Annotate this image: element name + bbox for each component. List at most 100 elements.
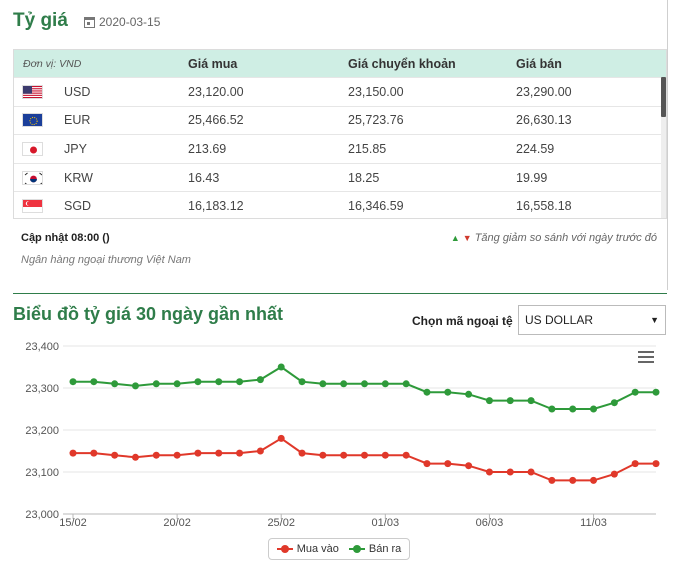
data-point[interactable]	[256, 447, 264, 455]
x-tick-label: 15/02	[59, 517, 87, 529]
data-point[interactable]	[548, 405, 556, 413]
currency-code: EUR	[64, 113, 91, 128]
data-point[interactable]	[590, 476, 598, 484]
data-point[interactable]	[152, 380, 160, 388]
legend-buy-symbol	[276, 545, 293, 553]
legend-sell-label: Bán ra	[368, 543, 402, 555]
data-point[interactable]	[236, 449, 244, 457]
legend-item-sell[interactable]: Bán ra	[348, 543, 402, 555]
table-row[interactable]: USD 23,120.00 23,150.00 23,290.00	[14, 77, 666, 106]
x-tick-label: 06/03	[476, 517, 504, 529]
col-buy: Giá mua	[188, 56, 238, 71]
chart-menu-icon[interactable]	[638, 351, 654, 363]
legend-item-buy[interactable]: Mua vào	[276, 543, 339, 555]
data-point[interactable]	[506, 468, 514, 476]
data-point[interactable]	[173, 380, 181, 388]
data-point[interactable]	[444, 388, 452, 396]
data-point[interactable]	[340, 380, 348, 388]
data-point[interactable]	[90, 378, 98, 386]
transfer-value: 215.85	[348, 141, 387, 156]
data-point[interactable]	[631, 460, 639, 468]
data-point[interactable]	[277, 434, 285, 442]
data-point[interactable]	[548, 476, 556, 484]
data-point[interactable]	[236, 378, 244, 386]
col-transfer: Giá chuyển khoản	[348, 56, 456, 71]
data-point[interactable]	[194, 449, 202, 457]
data-point[interactable]	[569, 476, 577, 484]
data-point[interactable]	[381, 451, 389, 459]
data-point[interactable]	[610, 470, 618, 478]
currency-code: USD	[64, 84, 91, 99]
data-point[interactable]	[652, 460, 660, 468]
currency-code: KRW	[64, 170, 93, 185]
data-point[interactable]	[215, 449, 223, 457]
data-point[interactable]	[69, 378, 77, 386]
table-row[interactable]: JPY 213.69 215.85 224.59	[14, 134, 666, 163]
data-point[interactable]	[381, 380, 389, 388]
data-point[interactable]	[194, 378, 202, 386]
data-point[interactable]	[131, 453, 139, 461]
buy-value: 16,183.12	[188, 199, 244, 214]
data-point[interactable]	[361, 380, 368, 388]
data-point[interactable]	[402, 380, 410, 388]
data-point[interactable]	[111, 380, 119, 388]
page-title: Tỷ giá	[13, 10, 68, 31]
table-row[interactable]: KRW 16.43 18.25 19.99	[14, 162, 666, 192]
table-scrollbar[interactable]	[661, 77, 666, 218]
data-point[interactable]	[131, 382, 139, 390]
scrollbar-thumb[interactable]	[661, 77, 666, 117]
buy-value: 213.69	[188, 141, 227, 156]
data-point[interactable]	[361, 451, 368, 459]
buy-value: 23,120.00	[188, 84, 244, 99]
data-point[interactable]	[215, 378, 223, 386]
transfer-value: 23,150.00	[348, 84, 404, 99]
data-point[interactable]	[340, 451, 348, 459]
data-point[interactable]	[423, 388, 431, 396]
buy-value: 25,466.52	[188, 113, 244, 128]
data-point[interactable]	[319, 380, 327, 388]
sell-value: 16,558.18	[516, 199, 572, 214]
data-point[interactable]	[527, 397, 535, 405]
data-point[interactable]	[485, 397, 493, 405]
series-line-1	[73, 365, 656, 410]
data-point[interactable]	[402, 451, 410, 459]
data-point[interactable]	[527, 468, 535, 476]
data-point[interactable]	[506, 397, 514, 405]
data-point[interactable]	[569, 405, 577, 413]
y-tick-label: 23,100	[25, 467, 59, 479]
dropdown-caret-icon: ▼	[650, 315, 659, 325]
data-point[interactable]	[173, 451, 181, 459]
data-point[interactable]	[465, 390, 473, 398]
data-point[interactable]	[444, 460, 452, 468]
data-point[interactable]	[90, 449, 98, 457]
y-tick-label: 23,300	[25, 383, 59, 395]
buy-value: 16.43	[188, 170, 220, 185]
flag-sg-icon	[22, 199, 43, 214]
data-point[interactable]	[485, 468, 493, 476]
data-point[interactable]	[69, 449, 77, 457]
data-point[interactable]	[298, 378, 306, 386]
data-point[interactable]	[256, 376, 264, 384]
change-note: Tăng giảm so sánh với ngày trước đó	[474, 232, 657, 244]
data-point[interactable]	[631, 388, 639, 396]
panel-border	[667, 0, 668, 290]
data-point[interactable]	[652, 388, 660, 396]
table-row[interactable]: SGD 16,183.12 16,346.59 16,558.18	[14, 191, 666, 218]
currency-select[interactable]: US DOLLAR ▼	[518, 305, 666, 335]
data-point[interactable]	[277, 363, 285, 371]
data-point[interactable]	[465, 462, 473, 470]
flag-us-icon	[22, 84, 43, 99]
sell-value: 19.99	[516, 170, 548, 185]
series-line-0	[73, 437, 656, 482]
section-divider	[13, 293, 667, 294]
table-row[interactable]: EUR 25,466.52 25,723.76 26,630.13	[14, 105, 666, 135]
data-point[interactable]	[298, 449, 306, 457]
data-point[interactable]	[319, 451, 327, 459]
data-point[interactable]	[152, 451, 160, 459]
flag-jp-icon	[22, 141, 43, 156]
data-point[interactable]	[590, 405, 598, 413]
data-point[interactable]	[111, 451, 119, 459]
data-point[interactable]	[423, 460, 431, 468]
data-point[interactable]	[610, 399, 618, 407]
date-picker[interactable]: 2020-03-15	[84, 15, 160, 29]
